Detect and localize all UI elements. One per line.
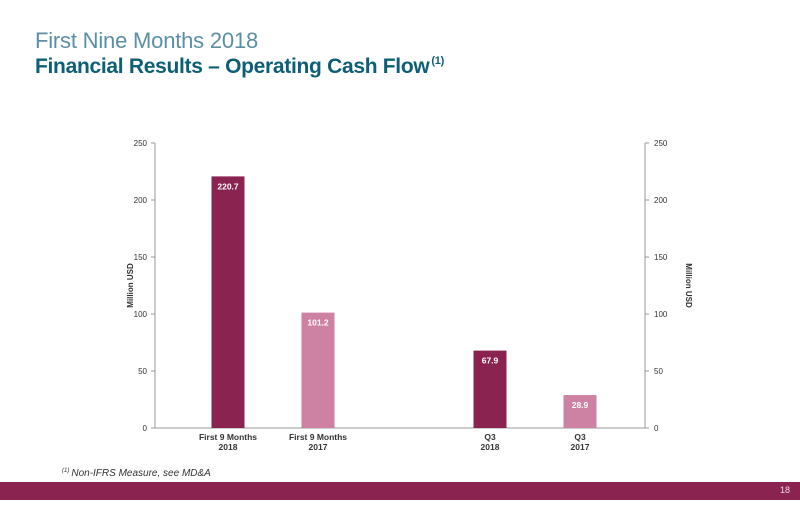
bar-value-label: 28.9 bbox=[572, 400, 589, 410]
x-category-label: Q3 bbox=[484, 432, 496, 442]
page-subtitle: First Nine Months 2018 bbox=[35, 28, 259, 53]
title-footnote-marker: (1) bbox=[431, 55, 444, 67]
x-category-label: Q3 bbox=[574, 432, 586, 442]
footnote-text: Non-IFRS Measure, see MD&A bbox=[71, 468, 211, 479]
bar bbox=[211, 176, 245, 428]
y-tick-label-left: 200 bbox=[134, 196, 148, 205]
y-tick-label-right: 0 bbox=[654, 424, 659, 433]
x-category-label: 2017 bbox=[309, 442, 328, 452]
x-category-label: 2017 bbox=[571, 442, 590, 452]
bar-value-label: 220.7 bbox=[217, 181, 239, 191]
y-tick-label-left: 250 bbox=[134, 139, 148, 148]
x-category-label: First 9 Months bbox=[199, 432, 257, 442]
bar bbox=[473, 350, 507, 428]
y-tick-label-left: 100 bbox=[134, 310, 148, 319]
y-tick-label-right: 100 bbox=[654, 310, 668, 319]
x-category-label: First 9 Months bbox=[289, 432, 347, 442]
bar-value-label: 67.9 bbox=[482, 356, 499, 366]
page-number: 18 bbox=[779, 485, 790, 495]
bar bbox=[301, 312, 335, 428]
y-axis-title-left: Million USD bbox=[126, 263, 135, 308]
y-axis-title-right: Million USD bbox=[684, 263, 693, 308]
bar bbox=[563, 395, 597, 428]
page-title: Financial Results – Operating Cash Flow(… bbox=[35, 55, 444, 79]
x-category-label: 2018 bbox=[219, 442, 238, 452]
y-tick-label-right: 50 bbox=[654, 367, 663, 376]
bar-value-label: 101.2 bbox=[307, 318, 329, 328]
y-tick-label-left: 150 bbox=[134, 253, 148, 262]
x-category-label: 2018 bbox=[481, 442, 500, 452]
page-title-text: Financial Results – Operating Cash Flow bbox=[35, 55, 430, 78]
y-tick-label-left: 0 bbox=[143, 424, 148, 433]
footnote: (1) Non-IFRS Measure, see MD&A bbox=[62, 468, 211, 479]
footnote-marker: (1) bbox=[62, 468, 70, 474]
y-tick-label-right: 200 bbox=[654, 196, 668, 205]
y-tick-label-right: 150 bbox=[654, 253, 668, 262]
y-tick-label-right: 250 bbox=[654, 139, 668, 148]
y-tick-label-left: 50 bbox=[138, 367, 147, 376]
footer-bar: 18 bbox=[0, 482, 800, 500]
